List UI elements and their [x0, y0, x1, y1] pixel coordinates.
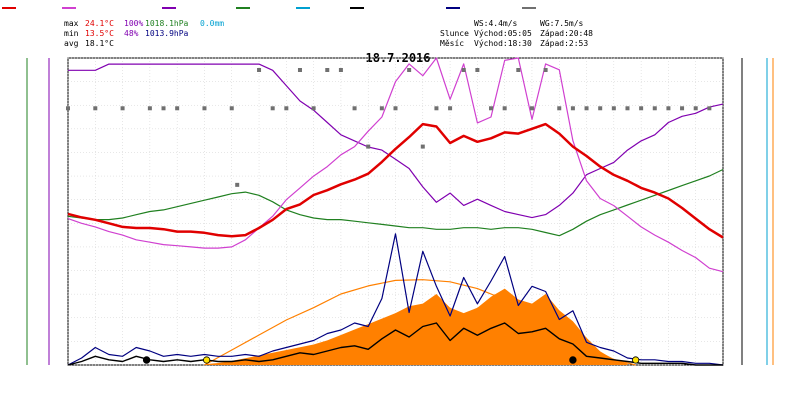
- moon-event-marker: [569, 356, 577, 364]
- sunrise: Východ:05:05: [474, 29, 532, 38]
- wind-direction-marker: [557, 106, 562, 111]
- wind-direction-marker: [420, 144, 425, 149]
- moonrise: Východ:18:30: [474, 39, 532, 48]
- radiation-area: [204, 288, 628, 365]
- wind-direction-marker: [393, 106, 398, 111]
- wind-direction-marker: [257, 68, 262, 72]
- theoretical-radiation-line: [204, 279, 636, 366]
- wind-direction-marker: [570, 106, 575, 111]
- max-humidity: 100%: [124, 19, 143, 28]
- wind-direction-marker: [666, 106, 671, 111]
- wind-direction-marker: [448, 106, 453, 111]
- moonset: Západ:2:53: [540, 39, 588, 48]
- wind-gust-line: [67, 233, 724, 366]
- wind-speed-info: WS:4.4m/s: [474, 19, 518, 28]
- wind-direction-marker: [652, 106, 657, 111]
- min-temp: 13.5°C: [85, 29, 114, 38]
- wind-direction-marker: [120, 106, 125, 111]
- wind-direction-marker: [297, 68, 302, 72]
- wind-direction-marker: [229, 106, 234, 111]
- wind-direction-marker: [434, 106, 439, 111]
- avg-temp: 18.1°C: [85, 39, 114, 48]
- wind-direction-marker: [639, 106, 644, 111]
- wind-direction-marker: [502, 106, 507, 111]
- sun-event-marker: [203, 356, 211, 364]
- wind-direction-marker: [489, 106, 494, 111]
- wind-direction-marker: [379, 106, 384, 111]
- min-humidity: 48%: [124, 29, 139, 38]
- avg-label: avg: [64, 39, 79, 48]
- sun-label: Slunce: [440, 29, 469, 38]
- wind-direction-marker: [543, 68, 548, 72]
- wind-direction-marker: [529, 106, 534, 111]
- max-pressure: 1018.1hPa: [145, 19, 189, 28]
- wind-direction-marker: [338, 68, 343, 72]
- min-label: min: [64, 29, 79, 38]
- wind-speed-line: [67, 322, 723, 366]
- wind-direction-marker: [611, 106, 616, 111]
- wind-direction-marker: [693, 106, 698, 111]
- wind-direction-marker: [147, 106, 152, 111]
- wind-direction-marker: [366, 144, 371, 149]
- wind-direction-marker: [584, 106, 589, 111]
- moon-label: Měsíc: [440, 39, 464, 48]
- plot-area: [66, 57, 724, 366]
- max-rain: 0.0mm: [200, 19, 224, 28]
- wind-direction-marker: [475, 68, 480, 72]
- max-label: max: [64, 19, 79, 28]
- wind-direction-marker: [284, 106, 289, 111]
- wind-direction-marker: [202, 106, 207, 111]
- wind-direction-marker: [325, 68, 330, 72]
- ground-temperature-line: [67, 57, 724, 273]
- min-pressure: 1013.9hPa: [145, 29, 189, 38]
- wind-direction-marker: [598, 106, 603, 111]
- pressure-line: [67, 168, 724, 237]
- wind-direction-marker: [516, 68, 521, 72]
- wind-direction-marker: [407, 68, 412, 72]
- moon-event-marker: [142, 356, 151, 364]
- wind-direction-marker: [66, 106, 70, 111]
- wind-direction-marker: [161, 106, 166, 111]
- sun-event-marker: [632, 356, 640, 364]
- wind-direction-marker: [352, 106, 357, 111]
- stats-panel: max 24.1°C 100% 1018.1hPa 0.0mm min 13.5…: [64, 19, 593, 48]
- wind-direction-marker: [235, 182, 240, 187]
- sunset: Západ:20:48: [540, 29, 593, 38]
- humidity-line: [68, 63, 724, 219]
- wind-direction-marker: [270, 106, 275, 111]
- wind-gust-info: WG:7.5m/s: [540, 19, 584, 28]
- temperature-line: [67, 122, 724, 239]
- wind-direction-marker: [680, 106, 685, 111]
- wind-direction-marker: [707, 106, 712, 111]
- max-temp: 24.1°C: [85, 19, 114, 28]
- wind-direction-marker: [93, 106, 98, 111]
- wind-direction-marker: [311, 106, 316, 111]
- wind-direction-marker: [461, 68, 466, 72]
- wind-direction-marker: [625, 106, 630, 111]
- wind-direction-marker: [175, 106, 180, 111]
